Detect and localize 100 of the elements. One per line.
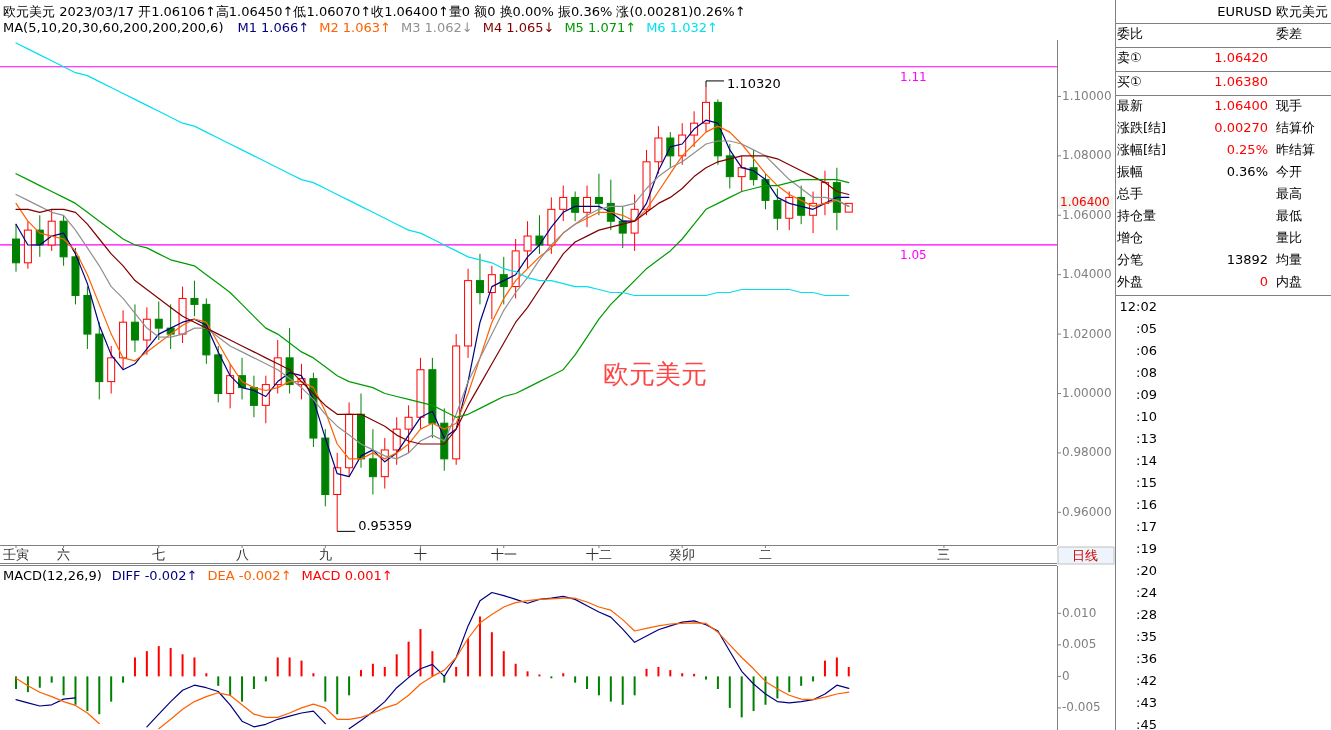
category-label: 最高 xyxy=(1276,185,1302,201)
category-label: 最低 xyxy=(1276,207,1302,223)
bar xyxy=(395,654,398,677)
x-tick-label: 十一 xyxy=(490,546,517,562)
x-tick-label: 六 xyxy=(57,546,71,562)
bar xyxy=(847,666,850,677)
text: 0 xyxy=(1259,273,1268,289)
y-tick-label: 1.00000 xyxy=(1062,386,1112,400)
text: 0.36% xyxy=(1226,163,1268,179)
category-label: 昨结算 xyxy=(1276,141,1315,157)
text: :08 xyxy=(1136,364,1157,380)
text: :05 xyxy=(1136,320,1157,336)
bar xyxy=(15,676,17,689)
chart-title: 欧元美元 2023/03/17 开1.06106↑高1.06450↑低1.06070↑收1.06400↑量0 额0 换0.00% 振0.36% 涨(0.00281)0.26%↑ xyxy=(3,3,746,19)
candlestick xyxy=(487,265,496,320)
category-label: 分笔 xyxy=(1117,251,1143,267)
text: M4 1.065↓ xyxy=(482,19,555,35)
y-tick-label: 0.98000 xyxy=(1062,445,1112,460)
category-label: 涨跌[结] xyxy=(1117,119,1167,135)
text: :06 xyxy=(1136,342,1157,358)
bar xyxy=(407,641,410,677)
bar xyxy=(514,663,517,677)
y-tick-label: 1.02000 xyxy=(1062,326,1112,341)
ref-line-label: 1.11 xyxy=(900,70,927,85)
text: 日线 xyxy=(1072,547,1098,563)
bar xyxy=(336,676,339,715)
text: 0.25% xyxy=(1226,141,1268,157)
text: :10 xyxy=(1136,408,1157,424)
candlestick xyxy=(844,202,853,213)
bar xyxy=(526,671,529,677)
line-series xyxy=(15,42,850,297)
ref-line-label: 1.05 xyxy=(900,248,927,263)
text: 1.06420 xyxy=(1214,49,1268,65)
bar xyxy=(360,670,362,677)
text: 1.06400 xyxy=(1060,194,1110,209)
candlestick xyxy=(333,452,342,532)
candlestick xyxy=(23,220,32,270)
bar xyxy=(62,676,65,696)
candlestick xyxy=(475,253,484,305)
text: 1.06380 xyxy=(1214,73,1268,89)
text: MACD 0.001↑ xyxy=(301,567,393,583)
y-tick-label: 0 xyxy=(1062,668,1070,683)
category-label: 委差 xyxy=(1276,25,1302,41)
bar xyxy=(621,676,624,705)
text: M2 1.063↑ xyxy=(319,19,391,35)
candlestick xyxy=(594,173,603,216)
candlestick xyxy=(713,98,722,166)
text: M3 1.062↓ xyxy=(400,19,473,35)
text: :28 xyxy=(1136,606,1157,622)
bar xyxy=(324,676,327,702)
text: :43 xyxy=(1136,694,1157,710)
bar xyxy=(169,648,172,677)
bar xyxy=(86,676,89,712)
bar xyxy=(776,676,779,699)
y-tick-label: 0.96000 xyxy=(1062,504,1112,519)
chart-subtitle: MA(5,10,20,30,60,200,200,200,6) xyxy=(3,19,224,35)
y-tick-label: 1.06000 xyxy=(1062,207,1112,222)
x-tick-label: 十 xyxy=(413,546,427,562)
bar xyxy=(276,657,279,677)
y-tick-label: 0.010 xyxy=(1062,605,1097,620)
category-label: 总手 xyxy=(1116,185,1143,201)
candlestick xyxy=(119,309,128,371)
bar xyxy=(657,666,660,677)
bar xyxy=(728,676,731,708)
bar xyxy=(823,660,826,677)
candlestick xyxy=(345,401,354,478)
bar xyxy=(597,676,600,696)
bar xyxy=(241,676,244,702)
category-label: 内盘 xyxy=(1276,273,1302,289)
text: M5 1.071↑ xyxy=(564,19,637,35)
annotation: 欧元美元 xyxy=(603,358,707,389)
bar xyxy=(716,676,719,689)
bar xyxy=(348,676,351,696)
text: 12:02 xyxy=(1119,298,1157,314)
bar xyxy=(157,646,160,677)
candlestick xyxy=(583,185,592,228)
x-tick-label: 三 xyxy=(937,546,951,562)
line-series xyxy=(15,173,850,418)
text: DIFF -0.002↑ xyxy=(111,567,198,583)
text: :35 xyxy=(1136,628,1157,644)
bar xyxy=(181,654,184,677)
y-tick-label: 0.005 xyxy=(1062,637,1097,652)
bar xyxy=(193,657,196,677)
bar xyxy=(371,663,374,677)
text: 13892 xyxy=(1226,251,1268,267)
x-tick-label: 十二 xyxy=(585,546,612,562)
category-label: 卖① xyxy=(1117,49,1142,65)
bar xyxy=(669,670,672,677)
x-tick-label: 壬寅 xyxy=(3,546,29,562)
y-tick-label: 1.10000 xyxy=(1062,88,1112,103)
bar xyxy=(740,676,743,718)
bar xyxy=(419,629,422,677)
bar xyxy=(205,673,208,677)
text: :42 xyxy=(1136,672,1157,688)
text: :09 xyxy=(1136,386,1157,402)
bar xyxy=(110,676,113,702)
bar xyxy=(145,651,148,677)
bar xyxy=(74,676,77,705)
bar xyxy=(383,666,386,677)
category-label: 涨幅[结] xyxy=(1117,141,1167,157)
